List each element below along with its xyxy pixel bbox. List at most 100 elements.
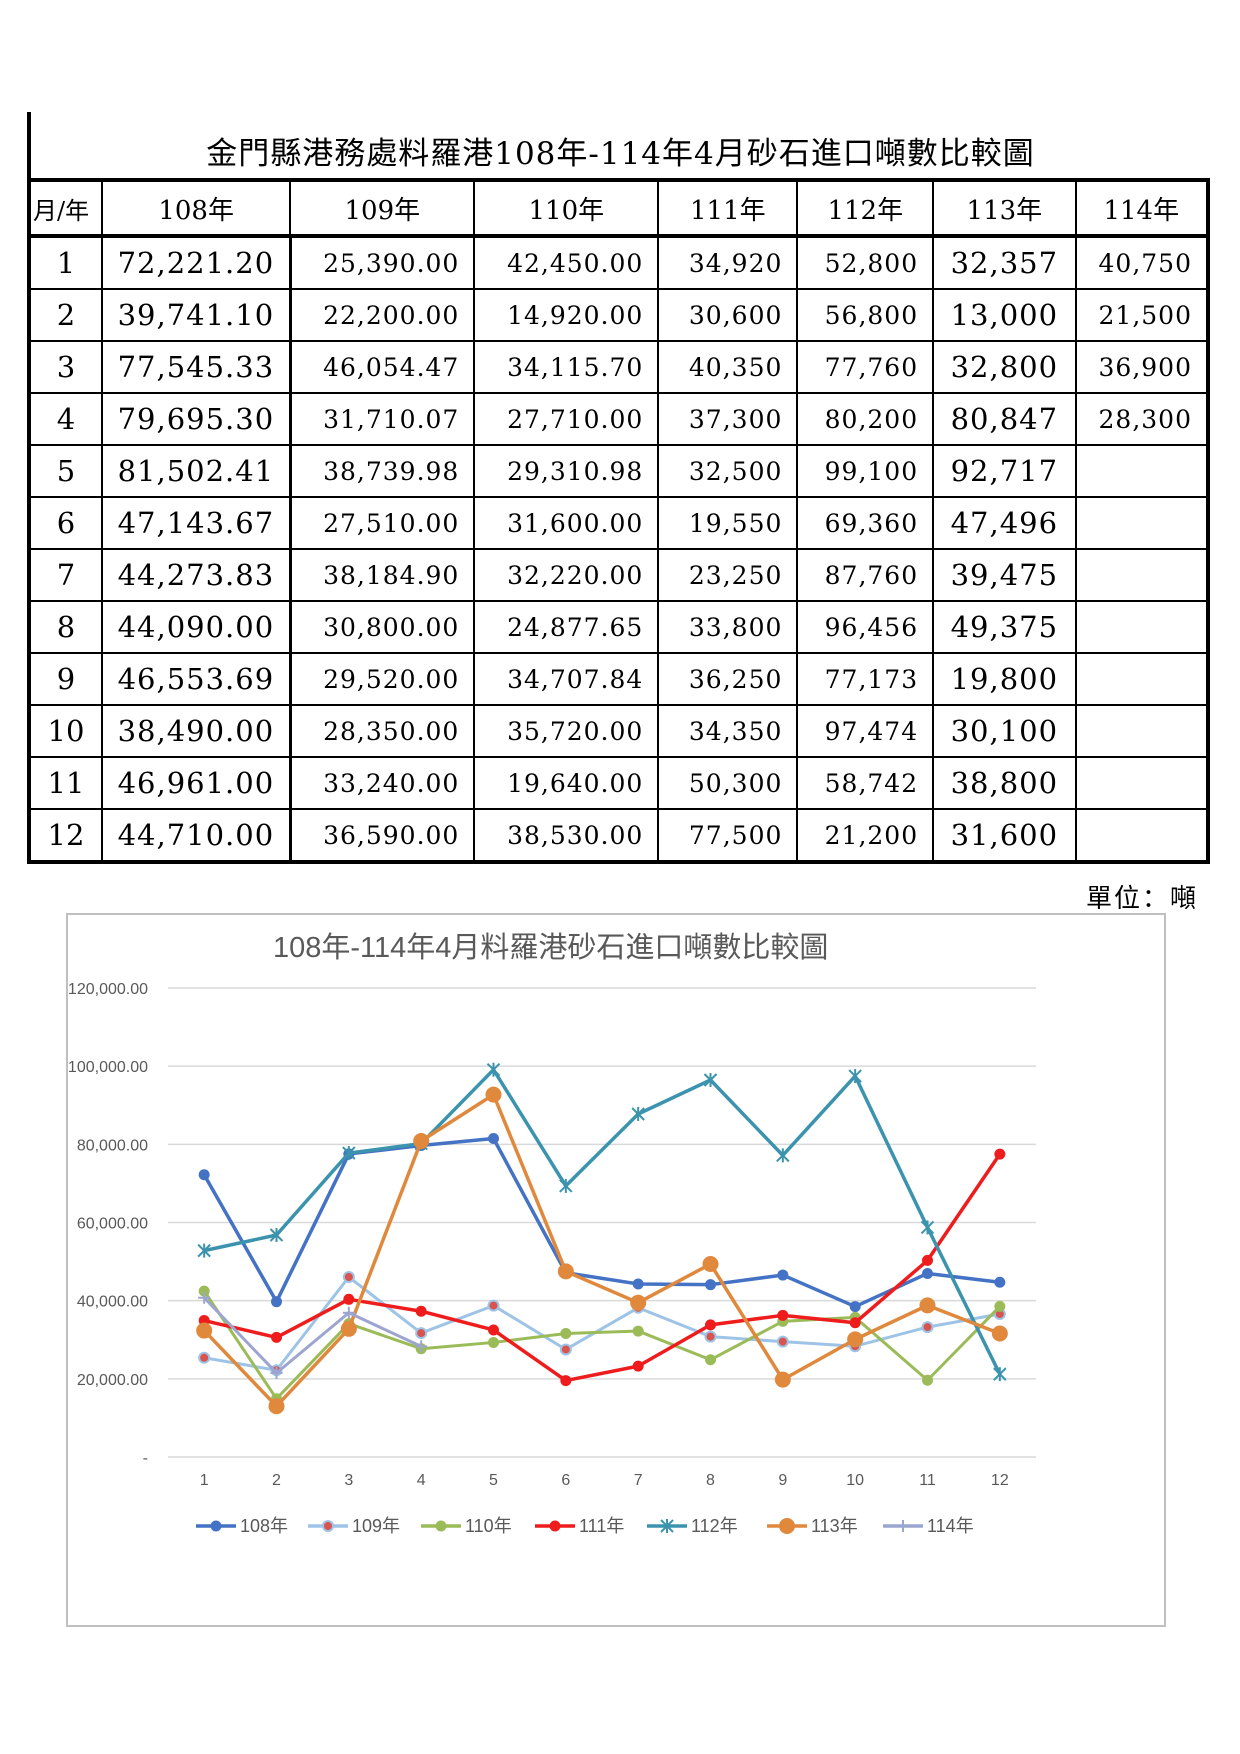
table-row: 8 44,090.00 30,800.00 24,877.65 33,800 96,456… bbox=[28, 600, 1210, 654]
value-cell: 28,300 bbox=[1074, 392, 1210, 446]
table-row: 10 38,490.00 28,350.00 35,720.00 34,350 97,47… bbox=[28, 704, 1210, 758]
series-113年 bbox=[196, 1086, 1008, 1415]
data-point bbox=[487, 1299, 500, 1312]
data-point bbox=[660, 1519, 674, 1533]
value-cell: 35,720.00 bbox=[473, 704, 660, 758]
table-title-row: 金門縣港務處料羅港108年-114年4月砂石進口噸數比較圖 bbox=[27, 112, 1210, 178]
data-point bbox=[268, 1398, 285, 1415]
header-year: 109年 bbox=[289, 179, 476, 238]
data-point bbox=[557, 1263, 574, 1280]
legend-item: 114年 bbox=[883, 1516, 974, 1536]
value-cell: 40,350 bbox=[657, 340, 799, 394]
value-cell bbox=[1074, 548, 1210, 602]
table-title: 金門縣港務處料羅港108年-114年4月砂石進口噸數比較圖 bbox=[206, 136, 1035, 172]
data-point bbox=[705, 1279, 716, 1291]
data-point bbox=[994, 1276, 1006, 1288]
table-row: 7 44,273.83 38,184.90 32,220.00 23,250 87,760… bbox=[28, 548, 1210, 602]
data-point bbox=[993, 1367, 1007, 1382]
data-point bbox=[994, 1148, 1006, 1160]
value-cell: 31,710.07 bbox=[289, 392, 476, 446]
legend-label: 110年 bbox=[465, 1516, 512, 1536]
series-110年 bbox=[198, 1285, 1006, 1405]
value-cell bbox=[1074, 496, 1210, 550]
data-point bbox=[342, 1306, 355, 1319]
data-point bbox=[779, 1518, 795, 1534]
value-cell: 31,600.00 bbox=[473, 496, 660, 550]
value-cell: 34,707.84 bbox=[473, 652, 660, 706]
data-point bbox=[849, 1317, 861, 1329]
value-cell: 44,710.00 bbox=[100, 808, 292, 863]
value-cell: 36,900 bbox=[1074, 340, 1210, 394]
data-point bbox=[560, 1327, 572, 1339]
legend-label: 111年 bbox=[579, 1516, 624, 1536]
month-cell: 10 bbox=[28, 704, 103, 758]
value-cell: 22,200.00 bbox=[289, 288, 476, 342]
value-cell: 77,760 bbox=[796, 340, 935, 394]
value-cell: 30,800.00 bbox=[289, 600, 476, 654]
legend-item: 110年 bbox=[421, 1516, 512, 1536]
data-point bbox=[702, 1256, 719, 1273]
x-tick-label: 5 bbox=[489, 1472, 498, 1489]
data-point bbox=[559, 1343, 572, 1356]
tonnage-table: 月/年 108年 109年 110年 111年 112年 113年 114年 1… bbox=[27, 178, 1210, 864]
value-cell: 97,474 bbox=[796, 704, 935, 758]
data-point bbox=[991, 1325, 1008, 1342]
x-tick-label: 10 bbox=[846, 1472, 864, 1489]
month-cell: 1 bbox=[28, 235, 103, 290]
value-cell: 39,475 bbox=[932, 548, 1077, 602]
table-row: 11 46,961.00 33,240.00 19,640.00 50,300 58,74… bbox=[28, 756, 1210, 810]
header-year: 114年 bbox=[1074, 179, 1210, 238]
value-cell: 58,742 bbox=[796, 756, 935, 810]
month-cell: 4 bbox=[28, 392, 103, 446]
value-cell: 28,350.00 bbox=[289, 704, 476, 758]
chart-canvas: 108年-114年4月料羅港砂石進口噸數比較圖 - 20,000.00 40,000… bbox=[68, 931, 1036, 1536]
data-point bbox=[271, 1331, 282, 1343]
header-year: 112年 bbox=[796, 179, 935, 238]
value-cell: 42,450.00 bbox=[473, 235, 660, 290]
data-point bbox=[705, 1319, 716, 1331]
value-cell bbox=[1074, 600, 1210, 654]
data-point bbox=[485, 1086, 502, 1103]
month-cell: 3 bbox=[28, 340, 103, 394]
data-point bbox=[919, 1297, 936, 1314]
value-cell: 13,000 bbox=[932, 288, 1077, 342]
table-row: 3 77,545.33 46,054.47 34,115.70 40,350 77,760… bbox=[28, 340, 1210, 394]
legend-item: 109年 bbox=[308, 1516, 400, 1536]
table-header-row: 月/年 108年 109年 110年 111年 112年 113年 114年 bbox=[28, 179, 1210, 238]
legend-item: 113年 bbox=[767, 1516, 858, 1536]
line-chart: 108年-114年4月料羅港砂石進口噸數比較圖 - 20,000.00 40,000… bbox=[66, 913, 1166, 1627]
data-point bbox=[922, 1374, 933, 1386]
header-year: 108年 bbox=[100, 179, 292, 238]
value-cell: 32,800 bbox=[932, 340, 1077, 394]
header-year: 113年 bbox=[932, 179, 1077, 238]
y-axis-ticks: - 20,000.00 40,000.00 60,000.00 80,000.00 100… bbox=[68, 981, 148, 1467]
value-cell: 27,710.00 bbox=[473, 392, 660, 446]
value-cell: 24,877.65 bbox=[473, 600, 660, 654]
data-point bbox=[922, 1254, 933, 1266]
data-point bbox=[774, 1371, 791, 1388]
chart-legend: 108年 109年 110年 111年 112年 113年 114年 bbox=[196, 1516, 974, 1536]
data-point bbox=[340, 1320, 357, 1337]
data-point bbox=[630, 1294, 647, 1311]
data-point bbox=[486, 1062, 501, 1077]
value-cell: 23,250 bbox=[657, 548, 799, 602]
value-cell: 33,800 bbox=[657, 600, 799, 654]
value-cell: 32,357 bbox=[932, 235, 1077, 290]
data-point bbox=[343, 1293, 355, 1305]
data-point bbox=[847, 1331, 864, 1348]
data-point bbox=[632, 1278, 644, 1290]
legend-label: 113年 bbox=[811, 1516, 858, 1536]
value-cell: 38,490.00 bbox=[100, 704, 292, 758]
series-line bbox=[203, 1275, 1001, 1372]
data-point bbox=[549, 1520, 561, 1532]
unit-label: 單位：噸 bbox=[1085, 884, 1198, 914]
value-cell: 25,390.00 bbox=[289, 235, 476, 290]
value-cell: 96,456 bbox=[796, 600, 935, 654]
tonnage-table-section: 金門縣港務處料羅港108年-114年4月砂石進口噸數比較圖 月/年 108年 1… bbox=[27, 112, 1210, 864]
value-cell: 32,220.00 bbox=[473, 548, 660, 602]
value-cell: 46,961.00 bbox=[100, 756, 292, 810]
data-point bbox=[631, 1107, 645, 1122]
value-cell: 81,502.41 bbox=[100, 444, 292, 498]
header-year: 111年 bbox=[657, 179, 799, 238]
data-point bbox=[435, 1520, 447, 1532]
